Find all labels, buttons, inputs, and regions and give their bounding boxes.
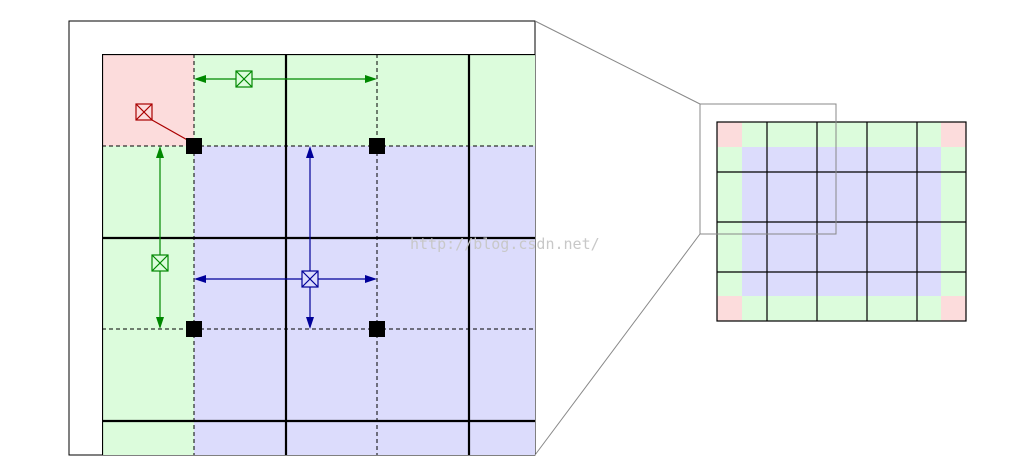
green-vertical-arrow [156,146,164,329]
blue-vertical-arrow [306,146,314,329]
green-sample-marker-icon [151,254,169,272]
overview-corner-region [717,122,742,147]
corner-connector [151,119,192,143]
blue-horizontal-arrow [194,275,377,283]
red-sample-marker-icon [135,103,153,121]
solid-pixel-boundaries [102,54,535,455]
blue-sample-marker-icon [301,270,319,288]
overview-grid-lines [716,121,967,322]
pixel-center-icon [186,138,202,154]
pixel-center-icon [369,138,385,154]
watermark-text: http://blog.csdn.net/ [410,235,600,253]
zoom-callout-lines [534,20,701,456]
overview-corner-region [941,122,966,147]
pixel-center-icon [186,321,202,337]
zoomed-panel [68,20,536,456]
zoomed-corner-region [102,54,194,146]
overview-corner-region [717,296,742,321]
pixel-center-icon [369,321,385,337]
zoom-region-indicator [699,103,837,235]
zoomed-interior-region [194,146,535,455]
green-horizontal-arrow [194,75,377,83]
green-sample-marker-icon [235,70,253,88]
overview-corner-region [941,296,966,321]
overview-grid [699,103,967,322]
dashed-pixel-lines [102,54,535,455]
